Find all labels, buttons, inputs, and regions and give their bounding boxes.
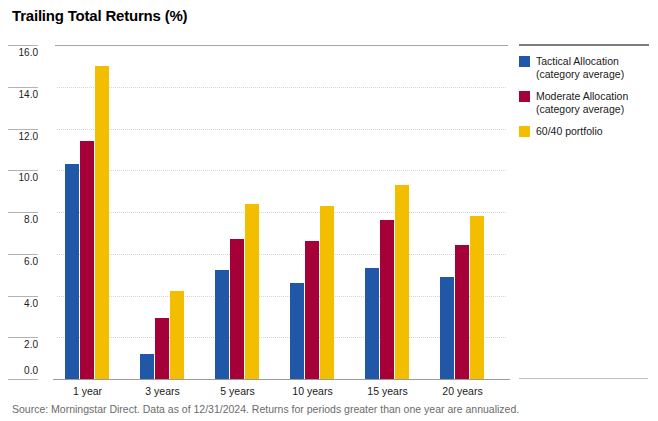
legend-baseline-rule — [519, 378, 648, 379]
y-tick-0.0 — [8, 379, 38, 380]
legend-label: Tactical Allocation (category average) — [536, 55, 649, 81]
bar-1-year-series0 — [65, 164, 79, 379]
bar-10-years-series1 — [305, 241, 319, 379]
gridline-8 — [57, 212, 506, 213]
bar-20-years-series1 — [455, 245, 469, 379]
legend-swatch-icon — [519, 91, 530, 102]
source-note: Source: Morningstar Direct. Data as of 1… — [12, 403, 519, 415]
y-tick-12.0 — [8, 129, 38, 130]
gridline-10 — [57, 170, 506, 171]
bar-3-years-series2 — [170, 291, 184, 379]
y-tick-14.0 — [8, 87, 38, 88]
y-tick-label: 12.0 — [0, 131, 38, 142]
legend-item-1: Moderate Allocation (category average) — [519, 90, 649, 116]
plot-area — [55, 45, 508, 379]
gridline-14 — [57, 87, 506, 88]
bar-15-years-series1 — [380, 220, 394, 379]
y-tick-label: 10.0 — [0, 172, 38, 183]
y-tick-label: 16.0 — [0, 47, 38, 58]
chart-card: Trailing Total Returns (%) 16.0 14.0 12.0 1… — [0, 0, 658, 421]
bar-10-years-series2 — [320, 206, 334, 379]
y-tick-2.0 — [8, 337, 38, 338]
bar-15-years-series0 — [365, 268, 379, 379]
bar-5-years-series1 — [230, 239, 244, 379]
plot-top-border — [55, 45, 508, 46]
gridline-2 — [57, 337, 506, 338]
y-tick-label: 2.0 — [0, 339, 38, 350]
bar-20-years-series2 — [470, 216, 484, 379]
bar-1-year-series2 — [95, 66, 109, 379]
y-tick-4.0 — [8, 296, 38, 297]
y-tick-label: 0.0 — [0, 365, 38, 376]
bar-3-years-series1 — [155, 318, 169, 379]
y-tick-16.0 — [8, 45, 38, 46]
legend-label: 60/40 portfolio — [536, 125, 603, 138]
bar-5-years-series0 — [215, 270, 229, 379]
y-tick-label: 4.0 — [0, 298, 38, 309]
legend-item-2: 60/40 portfolio — [519, 125, 649, 138]
x-label-15-years: 15 years — [350, 385, 425, 397]
gridline-4 — [57, 296, 506, 297]
x-label-10-years: 10 years — [275, 385, 350, 397]
bar-20-years-series0 — [440, 277, 454, 379]
y-tick-label: 14.0 — [0, 89, 38, 100]
legend-swatch-icon — [519, 56, 530, 67]
bar-10-years-series0 — [290, 283, 304, 379]
x-axis-baseline — [53, 379, 510, 380]
x-label-3-years: 3 years — [125, 385, 200, 397]
legend-swatch-icon — [519, 126, 530, 137]
gridline-12 — [57, 129, 506, 130]
bar-15-years-series2 — [395, 185, 409, 379]
y-tick-8.0 — [8, 212, 38, 213]
legend: Tactical Allocation (category average) Mo… — [519, 44, 649, 147]
bar-1-year-series1 — [80, 141, 94, 379]
gridline-6 — [57, 254, 506, 255]
legend-label: Moderate Allocation (category average) — [536, 90, 649, 116]
y-tick-label: 8.0 — [0, 214, 38, 225]
bar-3-years-series0 — [140, 354, 154, 379]
y-tick-label: 6.0 — [0, 256, 38, 267]
chart-title: Trailing Total Returns (%) — [12, 7, 187, 24]
y-tick-6.0 — [8, 254, 38, 255]
x-label-20-years: 20 years — [425, 385, 500, 397]
x-label-5-years: 5 years — [200, 385, 275, 397]
x-label-1-year: 1 year — [50, 385, 125, 397]
bar-5-years-series2 — [245, 204, 259, 379]
y-tick-10.0 — [8, 170, 38, 171]
legend-item-0: Tactical Allocation (category average) — [519, 55, 649, 81]
